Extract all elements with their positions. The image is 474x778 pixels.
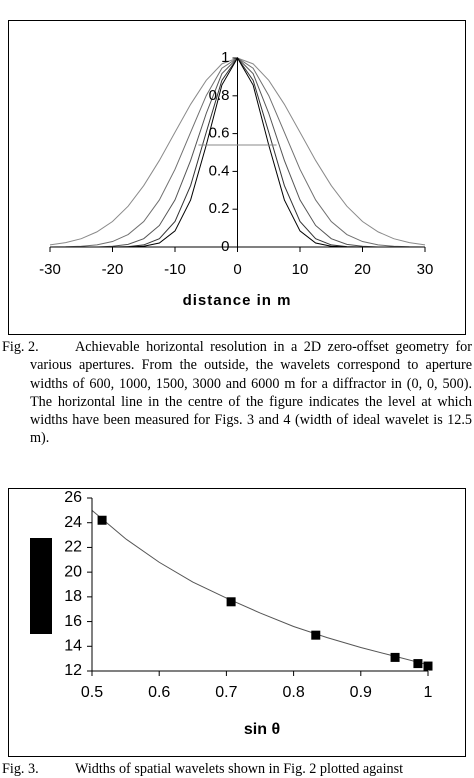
y-tick-label: 12 [64, 662, 82, 679]
x-tick-label: 20 [354, 261, 371, 278]
x-tick-label: -30 [39, 261, 61, 278]
figure-frame [8, 20, 466, 335]
x-tick-label: 0.6 [148, 684, 170, 701]
y-tick-label: 22 [64, 539, 82, 556]
y-tick-label: 16 [64, 613, 82, 630]
y-tick-label: 0.8 [209, 87, 230, 104]
data-point [423, 661, 433, 671]
y-tick-label: 0.4 [209, 162, 230, 179]
fit-curve [91, 509, 429, 666]
caption-text: Widths of spatial wavelets shown in Fig.… [75, 761, 404, 777]
data-point [413, 659, 423, 669]
x-tick-label: 0.8 [282, 684, 304, 701]
data-point [226, 597, 236, 607]
caption-text: Achievable horizontal resolution in a 2D… [30, 339, 472, 447]
redacted-axis-label [30, 538, 52, 634]
x-axis-label: distance in m [183, 292, 292, 309]
x-tick-label: 1 [424, 684, 433, 701]
x-tick-label: -20 [102, 261, 124, 278]
y-tick-label: 0.6 [209, 125, 230, 142]
caption-label: Fig. 2. [2, 339, 39, 355]
y-tick-label: 26 [64, 489, 82, 506]
x-tick-label: 0 [233, 261, 241, 278]
x-tick-label: 0.9 [350, 684, 372, 701]
x-tick-label: 10 [292, 261, 309, 278]
y-tick-label: 20 [64, 563, 82, 580]
caption-label: Fig. 3. [2, 761, 39, 777]
x-axis-label: sin θ [244, 721, 280, 738]
caption: Fig. 2. Achievable horizontal resolution… [2, 338, 472, 448]
data-point [311, 630, 321, 640]
x-tick-label: 30 [417, 261, 434, 278]
y-tick-label: 24 [64, 514, 82, 531]
x-tick-label: 0.7 [215, 684, 237, 701]
figure-frame [8, 488, 466, 757]
x-tick-label: 0.5 [81, 684, 103, 701]
y-tick-label: 18 [64, 588, 82, 605]
data-point [97, 515, 107, 525]
x-tick-label: -10 [164, 261, 186, 278]
y-tick-label: 14 [64, 638, 82, 655]
y-tick-label: 0.2 [209, 200, 230, 217]
data-point [390, 652, 400, 662]
y-tick-label: 0 [221, 238, 229, 255]
caption: Fig. 3. Widths of spatial wavelets shown… [2, 760, 472, 778]
y-tick-label: 1 [221, 49, 229, 66]
